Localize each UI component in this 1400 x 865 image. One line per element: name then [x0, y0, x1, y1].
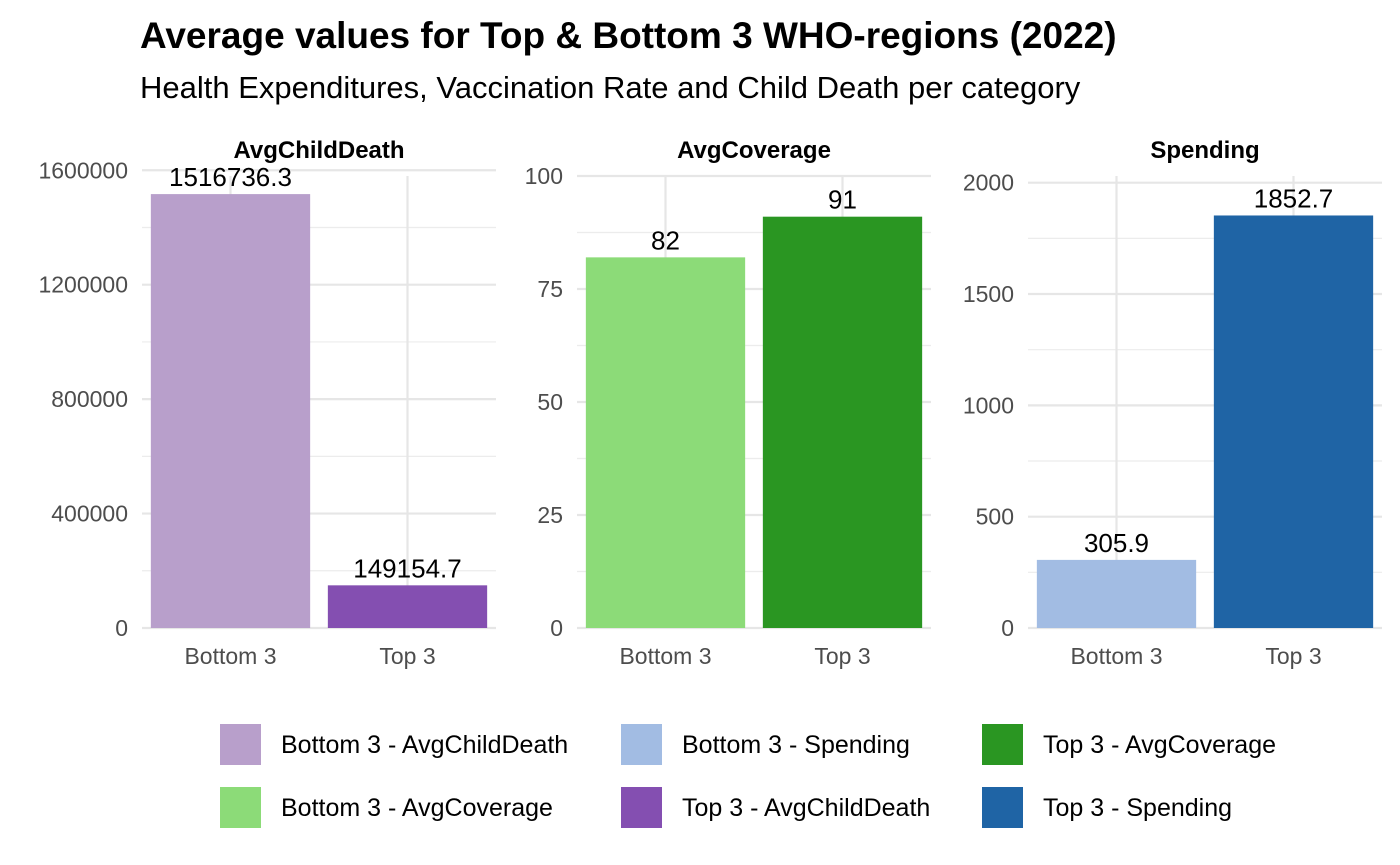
x-tick-label: Top 3 [379, 643, 435, 669]
chart-title: Average values for Top & Bottom 3 WHO-re… [140, 15, 1117, 56]
legend-item: Bottom 3 - Spending [621, 724, 910, 765]
legend-label: Top 3 - AvgChildDeath [682, 794, 930, 822]
data-label: 1516736.3 [169, 162, 292, 192]
y-tick-label: 500 [976, 504, 1014, 530]
legend-label: Top 3 - Spending [1043, 794, 1232, 822]
legend-swatch [982, 724, 1023, 765]
data-label: 1852.7 [1254, 183, 1334, 213]
y-tick-label: 1000 [963, 392, 1014, 418]
legend-label: Bottom 3 - Spending [682, 731, 910, 759]
y-tick-label: 1600000 [38, 157, 128, 183]
bar-top-3 [327, 585, 488, 628]
x-tick-label: Bottom 3 [619, 643, 711, 669]
legend: Bottom 3 - AvgChildDeath Bottom 3 - Spend… [220, 724, 1276, 828]
legend-item: Top 3 - Spending [982, 787, 1232, 828]
y-tick-label: 0 [115, 615, 128, 641]
data-label: 149154.7 [353, 553, 461, 583]
data-label: 82 [651, 225, 680, 255]
bar-bottom-3 [150, 194, 311, 629]
y-tick-label: 1500 [963, 281, 1014, 307]
bar-bottom-3 [585, 257, 746, 628]
chart-subtitle: Health Expenditures, Vaccination Rate an… [140, 70, 1081, 105]
legend-label: Top 3 - AvgCoverage [1043, 731, 1276, 759]
x-tick-label: Top 3 [1265, 643, 1321, 669]
y-tick-label: 800000 [51, 386, 128, 412]
y-tick-label: 100 [525, 163, 563, 189]
x-tick-label: Top 3 [814, 643, 870, 669]
legend-item: Top 3 - AvgChildDeath [621, 787, 930, 828]
x-tick-label: Bottom 3 [184, 643, 276, 669]
y-tick-label: 0 [1001, 615, 1014, 641]
facet-panels: 0 400000 800000 1200000 1600000 1516736.3 Bott… [38, 137, 1382, 669]
y-tick-label: 0 [550, 615, 563, 641]
y-tick-label: 25 [537, 502, 563, 528]
y-tick-label: 1200000 [38, 272, 128, 298]
legend-item: Top 3 - AvgCoverage [982, 724, 1276, 765]
legend-swatch [621, 724, 662, 765]
facet-panel-avgchilddeath: 0 400000 800000 1200000 1600000 1516736.3 Bott… [38, 137, 496, 669]
data-label: 91 [828, 185, 857, 215]
legend-item: Bottom 3 - AvgChildDeath [220, 724, 568, 765]
bar-bottom-3 [1036, 559, 1197, 628]
legend-item: Bottom 3 - AvgCoverage [220, 787, 553, 828]
y-tick-label: 50 [537, 389, 563, 415]
legend-label: Bottom 3 - AvgCoverage [281, 794, 553, 822]
legend-swatch [982, 787, 1023, 828]
x-tick-label: Bottom 3 [1070, 643, 1162, 669]
y-tick-label: 75 [537, 276, 563, 302]
facet-title: AvgChildDeath [233, 137, 404, 164]
legend-swatch [220, 787, 261, 828]
legend-swatch [621, 787, 662, 828]
legend-label: Bottom 3 - AvgChildDeath [281, 731, 568, 759]
y-tick-label: 400000 [51, 501, 128, 527]
legend-swatch [220, 724, 261, 765]
facet-panel-spending: 0 500 1000 1500 2000 305.9 Bottom 3 1852.7 Top 3… [963, 137, 1382, 669]
data-label: 305.9 [1084, 528, 1149, 558]
facet-title: Spending [1150, 137, 1259, 164]
facet-title: AvgCoverage [677, 137, 831, 164]
y-tick-label: 2000 [963, 170, 1014, 196]
bar-top-3 [762, 216, 923, 628]
facet-panel-avgcoverage: 0 25 50 75 100 82 Bottom 3 91 Top 3 AvgCoverage [525, 137, 931, 669]
bar-top-3 [1213, 215, 1374, 628]
